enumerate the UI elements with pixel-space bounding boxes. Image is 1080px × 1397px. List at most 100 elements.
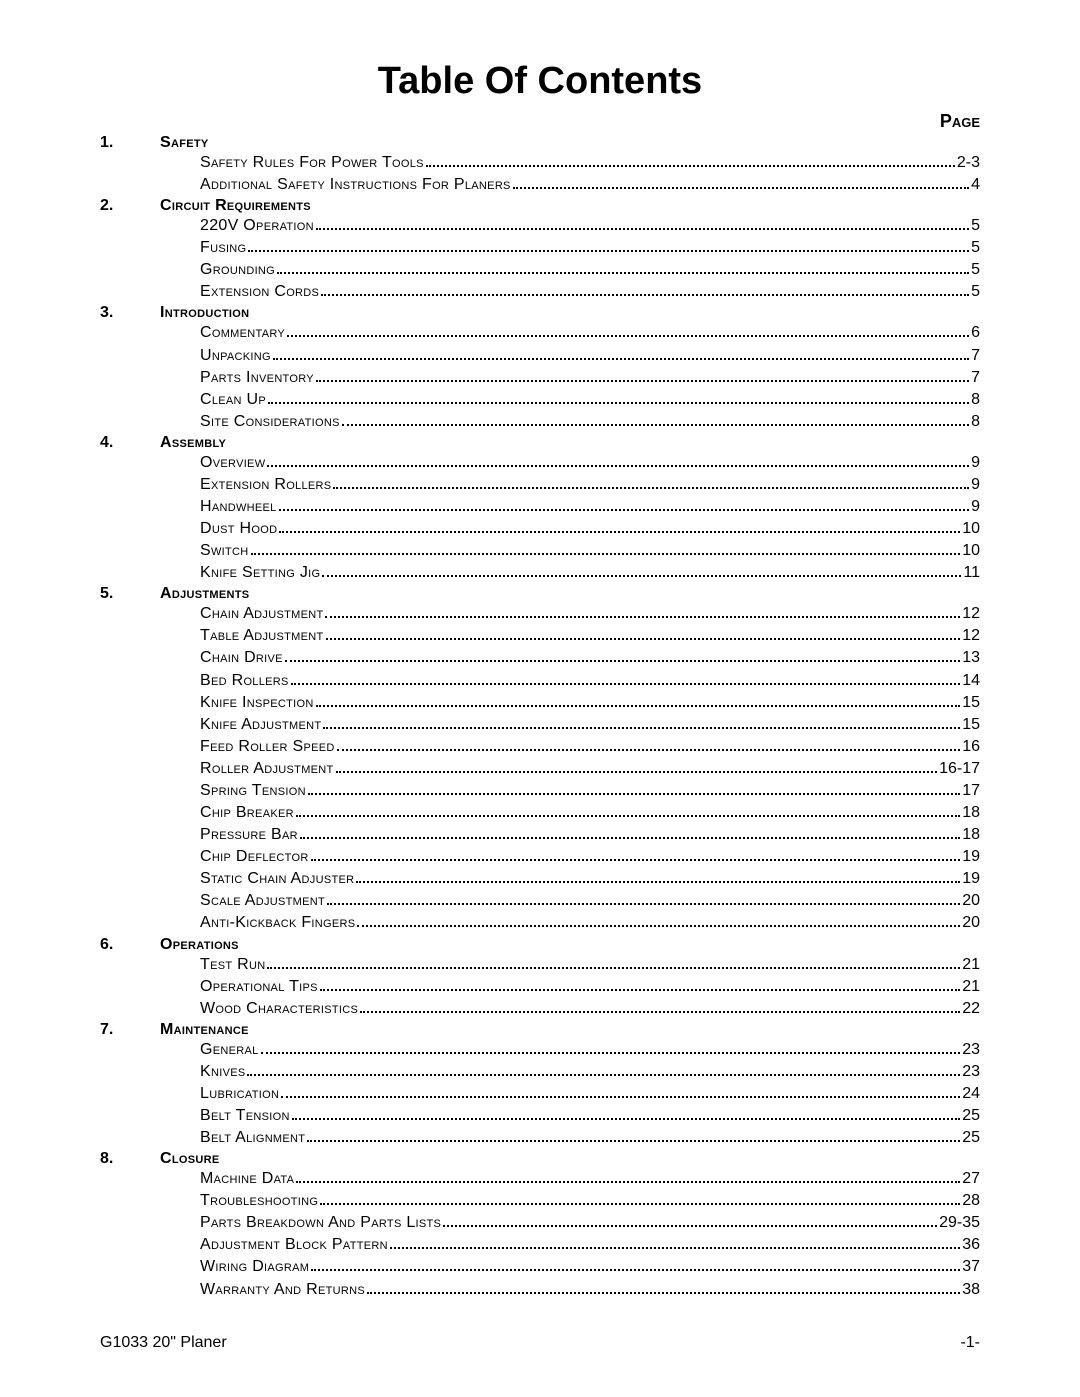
toc-leader-dots xyxy=(267,967,960,969)
toc-section-header: 5.Adjustments xyxy=(100,585,980,603)
toc-entry-label: Adjustment Block Pattern xyxy=(200,1234,388,1256)
toc-leader-dots xyxy=(311,1269,960,1271)
document-title: Table Of Contents xyxy=(100,60,980,103)
toc-entry: Machine Data 27 xyxy=(160,1168,980,1190)
footer-page-number: -1- xyxy=(960,1334,980,1352)
toc-entry: Knife Inspection 15 xyxy=(160,692,980,714)
toc-entry-label: Troubleshooting xyxy=(200,1190,318,1212)
toc-section-title: Maintenance xyxy=(160,1021,249,1039)
toc-entry: Feed Roller Speed16 xyxy=(160,736,980,758)
toc-entry: Belt Alignment25 xyxy=(160,1127,980,1149)
toc-entry: Pressure Bar18 xyxy=(160,824,980,846)
toc-leader-dots xyxy=(333,487,969,489)
toc-entry-label: Site Considerations xyxy=(200,411,340,433)
toc-section-header: 1.Safety xyxy=(100,134,980,152)
toc-entry-page: 5 xyxy=(971,259,980,281)
toc-entry: Overview9 xyxy=(160,452,980,474)
toc-entry-label: Operational Tips xyxy=(200,976,318,998)
toc-leader-dots xyxy=(356,881,960,883)
toc-entry-page: 27 xyxy=(962,1168,980,1190)
toc-entry: Chain Drive13 xyxy=(160,647,980,669)
toc-entry-label: Test Run xyxy=(200,954,265,976)
toc-entry-label: Pressure Bar xyxy=(200,824,298,846)
toc-entry-page: 25 xyxy=(962,1105,980,1127)
toc-entry: Grounding5 xyxy=(160,259,980,281)
toc-entry: Knives23 xyxy=(160,1061,980,1083)
toc-section-number: 5. xyxy=(100,585,160,603)
toc-entry: Chain Adjustment12 xyxy=(160,603,980,625)
toc-entry-label: Static Chain Adjuster xyxy=(200,868,354,890)
toc-entry-page: 24 xyxy=(962,1083,980,1105)
toc-leader-dots xyxy=(320,989,960,991)
toc-leader-dots xyxy=(300,837,960,839)
toc-entry-page: 21 xyxy=(962,976,980,998)
toc-entry-label: Knife Inspection xyxy=(200,692,314,714)
toc-section-header: 2.Circuit Requirements xyxy=(100,197,980,215)
toc-entry-label: Knife Setting Jig xyxy=(200,562,320,584)
toc-entry-label: Wiring Diagram xyxy=(200,1256,309,1278)
toc-leader-dots xyxy=(296,1181,960,1183)
toc-entry: Spring Tension17 xyxy=(160,780,980,802)
toc-leader-dots xyxy=(316,380,969,382)
toc-leader-dots xyxy=(337,749,961,751)
toc-section-header: 4.Assembly xyxy=(100,434,980,452)
toc-leader-dots xyxy=(279,509,969,511)
toc-entry-page: 15 xyxy=(962,692,980,714)
toc-leader-dots xyxy=(443,1225,937,1227)
toc-section-header: 6.Operations xyxy=(100,936,980,954)
toc-leader-dots xyxy=(285,660,960,662)
toc-leader-dots xyxy=(327,903,960,905)
toc-entry-label: Fusing xyxy=(200,237,246,259)
toc-entry: Wiring Diagram37 xyxy=(160,1256,980,1278)
toc-entry-page: 22 xyxy=(962,998,980,1020)
toc-entry-page: 23 xyxy=(962,1039,980,1061)
toc-entry-label: Wood Characteristics xyxy=(200,998,358,1020)
toc-entry: Roller Adjustment16-17 xyxy=(160,758,980,780)
toc-entry-label: Scale Adjustment xyxy=(200,890,325,912)
toc-leader-dots xyxy=(357,925,960,927)
page-footer: G1033 20" Planer -1- xyxy=(100,1334,980,1352)
toc-leader-dots xyxy=(325,616,960,618)
toc-leader-dots xyxy=(513,187,969,189)
toc-entry-label: Table Adjustment xyxy=(200,625,324,647)
toc-entry-page: 16-17 xyxy=(939,758,980,780)
toc-entry-page: 7 xyxy=(971,367,980,389)
toc-leader-dots xyxy=(279,531,960,533)
toc-entry-label: 220V Operation xyxy=(200,215,314,237)
toc-entry-page: 8 xyxy=(971,389,980,411)
toc-leader-dots xyxy=(247,1074,960,1076)
toc-entry-label: Switch xyxy=(200,540,249,562)
toc-entry: Extension Rollers9 xyxy=(160,474,980,496)
toc-entry: Knife Adjustment 15 xyxy=(160,714,980,736)
toc-leader-dots xyxy=(311,859,961,861)
toc-entry-label: Commentary xyxy=(200,322,285,344)
toc-leader-dots xyxy=(308,793,960,795)
toc-entry: Switch 10 xyxy=(160,540,980,562)
toc-entry-label: General xyxy=(200,1039,259,1061)
toc-entry-page: 19 xyxy=(962,846,980,868)
toc-entry-page: 5 xyxy=(971,281,980,303)
toc-section-number: 4. xyxy=(100,434,160,452)
toc-section-header: 3.Introduction xyxy=(100,304,980,322)
toc-entry-page: 36 xyxy=(962,1234,980,1256)
toc-entry-label: Knife Adjustment xyxy=(200,714,321,736)
toc-entry-page: 14 xyxy=(962,670,980,692)
toc-section-number: 2. xyxy=(100,197,160,215)
toc-entry: Parts Inventory7 xyxy=(160,367,980,389)
toc-entry-page: 18 xyxy=(962,802,980,824)
toc-entry-label: Extension Cords xyxy=(200,281,319,303)
toc-entry-label: Handwheel xyxy=(200,496,277,518)
toc-entry: Parts Breakdown And Parts Lists29-35 xyxy=(160,1212,980,1234)
toc-entry-page: 15 xyxy=(962,714,980,736)
toc-leader-dots xyxy=(307,1140,960,1142)
toc-entry-page: 7 xyxy=(971,345,980,367)
toc-leader-dots xyxy=(320,1203,960,1205)
toc-section-title: Closure xyxy=(160,1150,220,1168)
toc-entry-page: 13 xyxy=(962,647,980,669)
toc-entry-page: 4 xyxy=(971,174,980,196)
table-of-contents: 1.SafetySafety Rules For Power Tools2-3A… xyxy=(100,134,980,1301)
toc-entry-label: Anti-Kickback Fingers xyxy=(200,912,355,934)
toc-entry-label: Machine Data xyxy=(200,1168,294,1190)
toc-entry-page: 10 xyxy=(962,540,980,562)
toc-entry-label: Overview xyxy=(200,452,265,474)
